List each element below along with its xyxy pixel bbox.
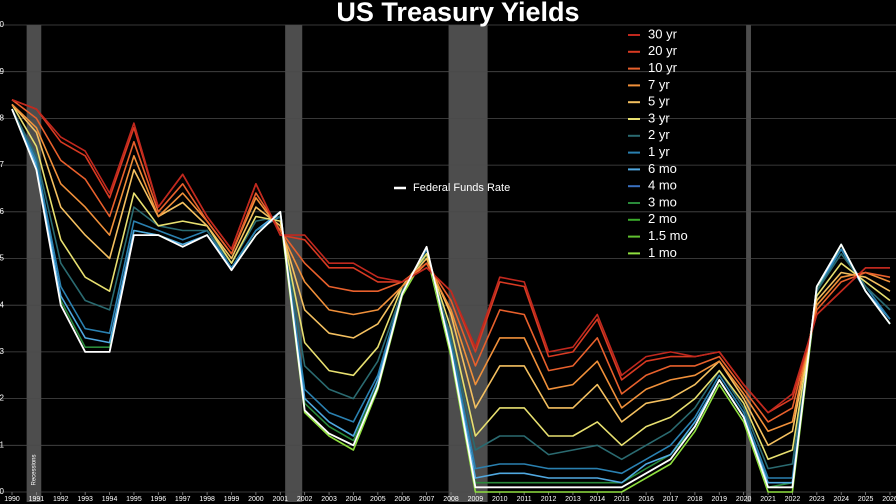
x-tick-label: 1990	[4, 496, 20, 503]
series-line	[11, 99, 891, 423]
x-tick-label: 1999	[224, 496, 240, 503]
legend-label: 2 mo	[648, 211, 677, 226]
x-tick-label: 2009	[468, 496, 484, 503]
x-tick-label: 2026	[882, 496, 896, 503]
y-tick-label: 2	[0, 394, 5, 403]
recession-band	[285, 25, 303, 502]
x-tick-label: 1994	[102, 496, 118, 503]
x-tick-label: 2000	[248, 496, 264, 503]
x-tick-label: 2024	[833, 496, 849, 503]
x-tick-label: 2015	[614, 496, 630, 503]
legend-label: 4 mo	[648, 178, 677, 193]
x-tick-label: 1997	[175, 496, 191, 503]
legend-label: 3 mo	[648, 194, 677, 209]
x-tick-label: 2014	[590, 496, 606, 503]
x-tick-label: 2010	[492, 496, 508, 503]
x-tick-label: 2025	[858, 496, 874, 503]
x-tick-label: 2011	[517, 496, 532, 503]
x-tick-label: 1996	[151, 496, 167, 503]
x-tick-label: 1995	[126, 496, 142, 503]
x-tick-label: 2020	[736, 496, 752, 503]
x-tick-label: 2003	[321, 496, 337, 503]
x-tick-label: 2001	[272, 496, 288, 503]
legend-label: 1 yr	[648, 144, 670, 159]
y-tick-label: 0	[0, 487, 5, 496]
series-line	[11, 103, 891, 461]
y-tick-label: 6	[0, 207, 5, 216]
recession-band	[448, 25, 488, 502]
recession-layer	[26, 25, 751, 502]
x-tick-label: 2006	[394, 496, 410, 503]
x-tick-label: 1993	[77, 496, 93, 503]
chart-title: US Treasury Yields	[336, 0, 579, 27]
y-tick-label: 8	[0, 114, 5, 123]
y-tick-label: 7	[0, 160, 5, 169]
series-line	[11, 98, 890, 414]
y-tick-label: 4	[0, 300, 5, 309]
x-tick-label: 1991	[29, 496, 45, 503]
legend-label: 6 mo	[648, 161, 677, 176]
recession-band	[746, 25, 751, 502]
x-tick-label: 2016	[638, 496, 654, 503]
legend-label: 1.5 mo	[648, 228, 688, 243]
x-tick-label: 2018	[687, 496, 703, 503]
x-tick-label: 2012	[541, 496, 557, 503]
recession-label: Recessions	[32, 454, 38, 485]
legend-label: 1 mo	[648, 245, 677, 260]
x-tick-label: 2007	[419, 496, 435, 503]
x-tick-label: 2002	[297, 496, 313, 503]
x-tick-label: 2022	[785, 496, 801, 503]
legend-label: 20 yr	[648, 43, 678, 58]
series-layer	[11, 98, 891, 493]
x-tick-label: 2023	[809, 496, 825, 503]
series-line	[11, 108, 891, 479]
x-tick-label: 2019	[711, 496, 727, 503]
x-tick-label: 1992	[53, 496, 69, 503]
series-line	[11, 103, 891, 433]
recession-band	[26, 25, 42, 502]
legend-label: 3 yr	[648, 110, 670, 125]
y-tick-label: 3	[0, 347, 5, 356]
x-tick-label: 2013	[565, 496, 581, 503]
legend-label: 30 yr	[648, 26, 678, 41]
legend-label: Federal Funds Rate	[413, 182, 510, 194]
y-tick-label: 5	[0, 254, 5, 263]
legend-label: 7 yr	[648, 77, 670, 92]
legend-label: 5 yr	[648, 94, 670, 109]
legend-label: 2 yr	[648, 127, 670, 142]
x-tick-label: 2021	[760, 496, 776, 503]
series-line	[11, 108, 891, 489]
y-tick-label: 10	[0, 20, 5, 29]
label-layer: Recessions 0 1 2 3 4 5 6 7 8 9 10 1990 1991 1992 1993 19…	[0, 20, 896, 503]
x-tick-label: 2008	[443, 496, 459, 503]
y-tick-label: 1	[0, 440, 5, 449]
x-tick-label: 2004	[346, 496, 362, 503]
x-tick-label: 1998	[199, 496, 215, 503]
x-tick-label: 2017	[663, 496, 679, 503]
legend-label: 10 yr	[648, 60, 678, 75]
x-tick-label: 2005	[370, 496, 386, 503]
y-tick-label: 9	[0, 67, 5, 76]
